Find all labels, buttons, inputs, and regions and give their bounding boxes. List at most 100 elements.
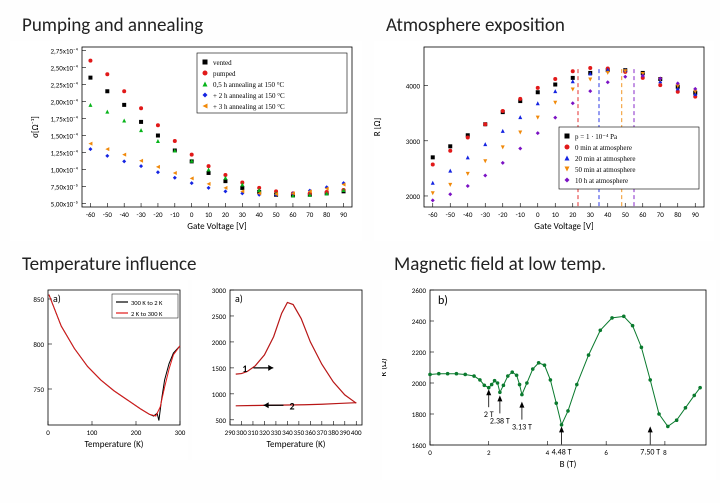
svg-text:370: 370 bbox=[316, 428, 327, 437]
svg-text:-60: -60 bbox=[86, 210, 96, 219]
svg-text:a): a) bbox=[53, 292, 61, 305]
svg-text:0 min at atmosphere: 0 min at atmosphere bbox=[575, 144, 632, 152]
svg-text:20: 20 bbox=[222, 210, 230, 219]
svg-text:Temperature (K): Temperature (K) bbox=[266, 439, 325, 450]
svg-text:100: 100 bbox=[87, 428, 98, 437]
chart-pumping: -60-50-40-30-20-1001020304050607080905,0… bbox=[10, 41, 362, 241]
chart-temp-a: 0100200300750800850Temperature (K)R (Ω)a… bbox=[10, 280, 188, 460]
svg-text:σ[Ω⁻¹]: σ[Ω⁻¹] bbox=[30, 116, 41, 138]
svg-text:10: 10 bbox=[205, 210, 213, 219]
svg-text:30: 30 bbox=[239, 210, 247, 219]
svg-text:+ 2 h annealing at 150 °C: + 2 h annealing at 150 °C bbox=[213, 92, 285, 100]
svg-text:+ 3 h annealing at 150 °C: + 3 h annealing at 150 °C bbox=[213, 103, 285, 111]
svg-text:Temperature (K): Temperature (K) bbox=[84, 439, 143, 450]
svg-text:4000: 4000 bbox=[406, 82, 421, 91]
svg-text:2000: 2000 bbox=[406, 192, 421, 201]
svg-text:-10: -10 bbox=[516, 210, 526, 219]
svg-text:40: 40 bbox=[604, 210, 612, 219]
svg-text:2,00x10⁻⁴: 2,00x10⁻⁴ bbox=[50, 97, 78, 106]
svg-text:300: 300 bbox=[236, 428, 247, 437]
svg-text:1500: 1500 bbox=[212, 364, 227, 373]
svg-text:300 K to 2 K: 300 K to 2 K bbox=[131, 299, 163, 307]
svg-text:340: 340 bbox=[282, 428, 293, 437]
svg-text:80: 80 bbox=[323, 210, 331, 219]
svg-text:1000: 1000 bbox=[212, 390, 227, 399]
svg-text:0,5 h annealing at 150 °C: 0,5 h annealing at 150 °C bbox=[213, 81, 285, 89]
svg-text:30: 30 bbox=[587, 210, 595, 219]
svg-text:750: 750 bbox=[33, 385, 44, 394]
svg-text:90: 90 bbox=[340, 210, 348, 219]
svg-text:2,25x10⁻⁴: 2,25x10⁻⁴ bbox=[50, 80, 78, 89]
svg-text:2600: 2600 bbox=[412, 286, 427, 295]
svg-text:2200: 2200 bbox=[412, 348, 427, 357]
svg-text:2,75x10⁻⁴: 2,75x10⁻⁴ bbox=[50, 46, 78, 55]
svg-text:2: 2 bbox=[487, 448, 491, 457]
svg-text:p = 1 · 10⁻⁴ Pa: p = 1 · 10⁻⁴ Pa bbox=[575, 133, 618, 141]
svg-text:2500: 2500 bbox=[212, 312, 227, 321]
svg-text:1,75x10⁻⁴: 1,75x10⁻⁴ bbox=[50, 114, 78, 123]
svg-text:-40: -40 bbox=[463, 210, 473, 219]
svg-text:-10: -10 bbox=[170, 210, 180, 219]
svg-text:B (T): B (T) bbox=[560, 459, 577, 470]
svg-text:80: 80 bbox=[674, 210, 682, 219]
svg-text:-40: -40 bbox=[120, 210, 130, 219]
title-atmosphere: Atmosphere exposition bbox=[386, 14, 714, 37]
svg-text:-50: -50 bbox=[446, 210, 456, 219]
title-temperature: Temperature influence bbox=[22, 253, 370, 276]
svg-text:-30: -30 bbox=[136, 210, 146, 219]
svg-text:2400: 2400 bbox=[412, 317, 427, 326]
svg-text:Gate Voltage [V]: Gate Voltage [V] bbox=[187, 221, 247, 232]
svg-text:500: 500 bbox=[215, 416, 226, 425]
svg-text:2,50x10⁻⁴: 2,50x10⁻⁴ bbox=[50, 63, 78, 72]
svg-text:0: 0 bbox=[46, 428, 50, 437]
chart-atmosphere: -60-50-40-30-20-100102030405060708090200… bbox=[374, 41, 714, 241]
svg-text:R [Ω]: R [Ω] bbox=[374, 118, 383, 137]
svg-text:10: 10 bbox=[552, 210, 560, 219]
svg-text:320: 320 bbox=[259, 428, 270, 437]
svg-text:290: 290 bbox=[225, 428, 236, 437]
svg-text:2000: 2000 bbox=[212, 338, 227, 347]
svg-text:360: 360 bbox=[305, 428, 316, 437]
svg-text:1800: 1800 bbox=[412, 410, 427, 419]
svg-text:800: 800 bbox=[33, 340, 44, 349]
svg-text:6: 6 bbox=[604, 448, 608, 457]
svg-text:5,00x10⁻⁵: 5,00x10⁻⁵ bbox=[51, 200, 78, 209]
svg-text:2 K to 300 K: 2 K to 300 K bbox=[131, 310, 163, 318]
svg-text:400: 400 bbox=[351, 428, 362, 437]
svg-text:50: 50 bbox=[622, 210, 630, 219]
svg-text:7,50x10⁻⁵: 7,50x10⁻⁵ bbox=[51, 183, 78, 192]
svg-text:1,25x10⁻⁴: 1,25x10⁻⁴ bbox=[50, 149, 78, 158]
svg-text:R (Ω): R (Ω) bbox=[382, 358, 389, 377]
svg-text:3000: 3000 bbox=[212, 286, 227, 295]
svg-text:310: 310 bbox=[248, 428, 259, 437]
svg-text:20 min at atmosphere: 20 min at atmosphere bbox=[575, 155, 635, 163]
svg-text:1: 1 bbox=[242, 362, 247, 375]
chart-temp-b: 290300310320330340350360370380390400 500 1… bbox=[192, 280, 370, 460]
svg-text:50: 50 bbox=[273, 210, 281, 219]
svg-text:390: 390 bbox=[339, 428, 350, 437]
svg-text:4.48 T: 4.48 T bbox=[552, 447, 572, 457]
title-pumping: Pumping and annealing bbox=[22, 14, 362, 37]
svg-text:Gate Voltage [V]: Gate Voltage [V] bbox=[534, 221, 594, 232]
svg-text:2000: 2000 bbox=[412, 379, 427, 388]
svg-text:10 h at atmosphere: 10 h at atmosphere bbox=[575, 177, 628, 185]
svg-text:0: 0 bbox=[428, 448, 432, 457]
svg-text:-20: -20 bbox=[498, 210, 508, 219]
svg-text:3.13 T: 3.13 T bbox=[512, 423, 532, 433]
svg-text:850: 850 bbox=[33, 295, 44, 304]
svg-text:330: 330 bbox=[271, 428, 282, 437]
svg-text:0: 0 bbox=[190, 210, 194, 219]
svg-text:1600: 1600 bbox=[412, 441, 427, 450]
svg-text:a): a) bbox=[235, 292, 243, 305]
svg-text:200: 200 bbox=[131, 428, 142, 437]
svg-text:-50: -50 bbox=[103, 210, 113, 219]
svg-text:380: 380 bbox=[328, 428, 339, 437]
svg-text:b): b) bbox=[438, 294, 448, 308]
svg-text:pumped: pumped bbox=[213, 70, 236, 78]
svg-text:-60: -60 bbox=[428, 210, 438, 219]
svg-text:350: 350 bbox=[294, 428, 305, 437]
svg-text:50 min at atmosphere: 50 min at atmosphere bbox=[575, 166, 635, 174]
svg-text:-20: -20 bbox=[153, 210, 163, 219]
svg-text:2.38 T: 2.38 T bbox=[490, 416, 510, 426]
svg-text:-30: -30 bbox=[481, 210, 491, 219]
